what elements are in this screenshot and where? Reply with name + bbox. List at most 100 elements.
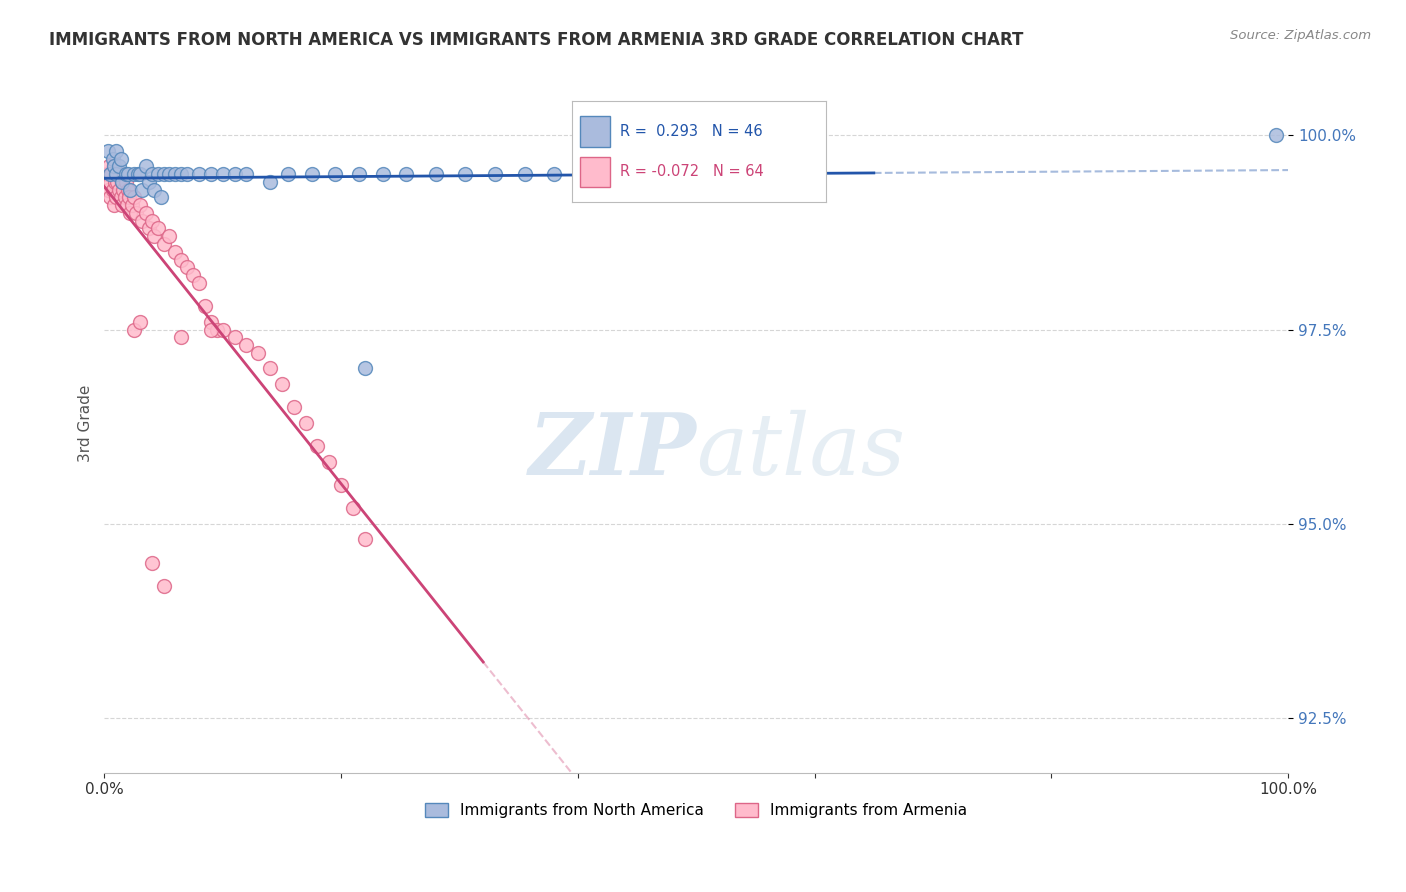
Point: [395, 167, 418, 181]
Point: [224, 167, 246, 181]
Point: [97, 183, 120, 197]
Point: [146, 167, 169, 181]
Point: [128, 198, 150, 212]
Point: [194, 299, 217, 313]
Point: [114, 167, 136, 181]
Point: [159, 167, 181, 181]
Point: [152, 167, 174, 181]
Point: [353, 361, 375, 376]
Point: [114, 190, 136, 204]
Point: [122, 167, 145, 181]
Point: [200, 315, 222, 329]
Point: [484, 167, 506, 181]
Point: [513, 167, 536, 181]
Point: [235, 338, 257, 352]
Point: [107, 159, 129, 173]
Point: [301, 167, 323, 181]
Point: [170, 330, 193, 344]
Point: [271, 376, 294, 391]
Point: [425, 167, 447, 181]
Point: [110, 152, 132, 166]
Point: [98, 167, 121, 181]
Point: [107, 175, 129, 189]
Point: [170, 252, 193, 267]
Point: [128, 315, 150, 329]
Point: [101, 152, 124, 166]
Point: [122, 322, 145, 336]
Point: [122, 190, 145, 204]
Point: [103, 159, 125, 173]
Text: Source: ZipAtlas.com: Source: ZipAtlas.com: [1230, 29, 1371, 42]
Point: [143, 183, 166, 197]
Point: [120, 206, 142, 220]
Point: [105, 190, 128, 204]
Point: [110, 190, 132, 204]
Point: [141, 556, 163, 570]
Point: [104, 175, 127, 189]
Point: [98, 175, 121, 189]
Point: [170, 167, 193, 181]
Point: [277, 167, 299, 181]
Point: [135, 206, 157, 220]
Point: [259, 175, 281, 189]
Point: [98, 159, 121, 173]
Point: [181, 268, 204, 282]
Point: [152, 579, 174, 593]
Point: [138, 175, 160, 189]
Point: [112, 183, 135, 197]
Point: [454, 167, 477, 181]
Point: [101, 183, 124, 197]
Point: [103, 198, 125, 212]
Point: [176, 260, 198, 275]
Point: [152, 237, 174, 252]
Point: [283, 401, 305, 415]
Point: [205, 322, 228, 336]
Point: [121, 198, 143, 212]
Point: [114, 175, 136, 189]
Point: [146, 221, 169, 235]
Point: [188, 167, 211, 181]
Point: [141, 213, 163, 227]
Point: [105, 167, 128, 181]
Point: [131, 183, 153, 197]
Point: [159, 229, 181, 244]
Point: [1265, 128, 1288, 143]
Point: [165, 167, 187, 181]
Point: [118, 190, 141, 204]
Legend: Immigrants from North America, Immigrants from Armenia: Immigrants from North America, Immigrant…: [419, 797, 973, 824]
Point: [200, 167, 222, 181]
Point: [176, 167, 198, 181]
Point: [128, 167, 150, 181]
Point: [188, 276, 211, 290]
Point: [347, 167, 370, 181]
Point: [165, 244, 187, 259]
Text: IMMIGRANTS FROM NORTH AMERICA VS IMMIGRANTS FROM ARMENIA 3RD GRADE CORRELATION C: IMMIGRANTS FROM NORTH AMERICA VS IMMIGRA…: [49, 31, 1024, 49]
Point: [235, 167, 257, 181]
Point: [105, 144, 128, 158]
Point: [200, 322, 222, 336]
Point: [247, 346, 270, 360]
Point: [342, 501, 364, 516]
Point: [143, 229, 166, 244]
Point: [96, 167, 118, 181]
Point: [224, 330, 246, 344]
Point: [141, 167, 163, 181]
Point: [211, 322, 233, 336]
Point: [117, 167, 139, 181]
Point: [100, 167, 122, 181]
Point: [131, 213, 153, 227]
Y-axis label: 3rd Grade: 3rd Grade: [79, 384, 93, 461]
Point: [353, 533, 375, 547]
Point: [259, 361, 281, 376]
Point: [135, 159, 157, 173]
Text: atlas: atlas: [696, 409, 905, 492]
Point: [294, 416, 316, 430]
Point: [117, 183, 139, 197]
Point: [127, 167, 149, 181]
Point: [115, 198, 138, 212]
Point: [543, 167, 565, 181]
Point: [98, 190, 121, 204]
Point: [103, 159, 125, 173]
Point: [138, 221, 160, 235]
Point: [97, 144, 120, 158]
